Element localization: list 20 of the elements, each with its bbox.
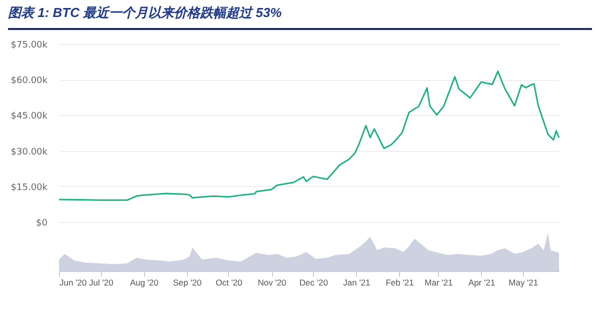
x-tick-label: Apr '21 [468,278,496,288]
x-tick-label: Sep '20 [172,278,202,288]
chart-title: 图表 1: BTC 最近一个月以来价格跌幅超过 53% [8,4,592,30]
x-tick-label: Jun '20 [60,278,87,288]
y-tick-label: $15.00k [10,182,48,193]
y-tick-label: $60.00k [10,76,48,86]
y-tick-label: $45.00k [10,112,48,122]
x-tick-label: Mar '21 [424,278,453,288]
x-tick-label: Aug '20 [130,278,159,288]
x-tick-label: Jul '20 [89,278,114,288]
y-tick-label: $75.00k [10,40,48,50]
x-tick-label: May '21 [508,278,538,288]
x-tick-label: Dec '20 [299,278,328,288]
line-series [58,70,560,201]
x-tick-label: Feb '21 [386,278,414,288]
y-tick-label: $0 [36,218,48,228]
x-tick-label: Oct '20 [216,278,243,288]
x-tick-label: Nov '20 [258,278,287,288]
y-tick-label: $30.00k [10,147,48,158]
x-tick-label: Jan '21 [343,278,371,288]
